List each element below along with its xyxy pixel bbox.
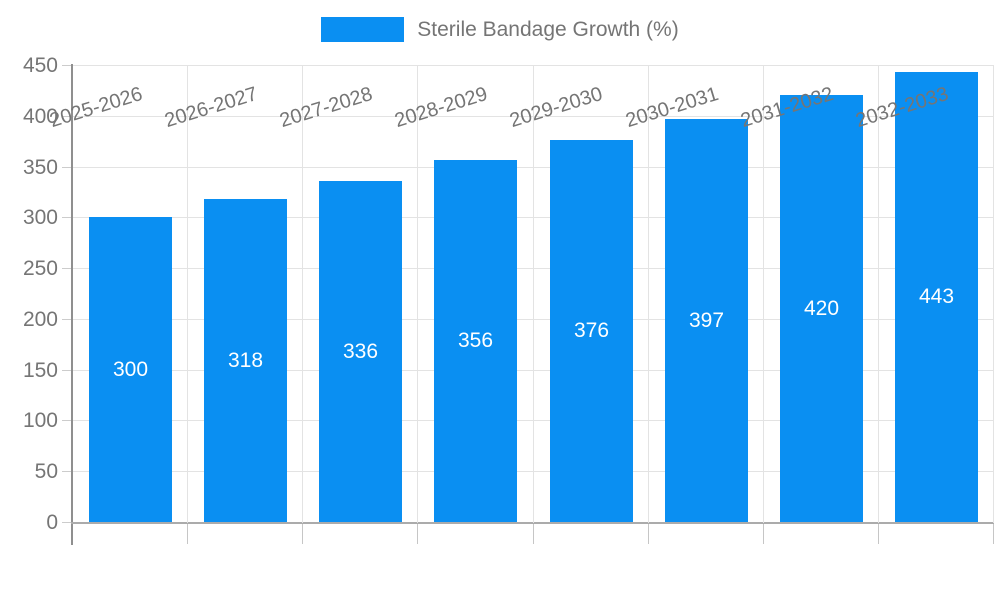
bar-value-label: 376 <box>573 319 610 342</box>
bar-value-label: 336 <box>342 340 379 363</box>
legend-label: Sterile Bandage Growth (%) <box>417 17 679 41</box>
legend[interactable]: Sterile Bandage Growth (%) <box>0 17 1000 42</box>
x-axis-label: 2028-2029 <box>392 83 491 133</box>
bar[interactable]: 397 <box>665 119 748 522</box>
bar[interactable]: 318 <box>204 199 287 522</box>
gridline-horizontal <box>73 268 994 270</box>
bar[interactable]: 376 <box>550 140 633 522</box>
y-axis-tick <box>62 471 71 473</box>
x-axis-tick <box>187 524 189 544</box>
gridline-horizontal <box>73 369 994 371</box>
gridline-horizontal <box>73 65 994 66</box>
plot-area: 0 50 100 150 200 250 300 350 400 450 300 318 336 356 3… <box>23 54 994 545</box>
y-axis-label: 200 <box>22 307 58 331</box>
y-axis-line <box>71 64 73 545</box>
bar-value-label: 318 <box>227 349 264 372</box>
bar-value-label: 420 <box>803 297 840 320</box>
x-axis-label: 2029-2030 <box>507 83 606 133</box>
bar[interactable]: 443 <box>895 72 978 522</box>
y-axis-tick <box>62 522 71 523</box>
bar-value-label: 300 <box>112 358 149 381</box>
gridline-horizontal <box>73 115 994 117</box>
legend-swatch-icon <box>321 17 405 42</box>
gridline-vertical <box>187 66 189 523</box>
y-axis-label: 450 <box>22 54 58 77</box>
x-axis-tick <box>302 524 304 544</box>
gridline-vertical <box>762 66 764 523</box>
gridline-vertical <box>532 66 534 523</box>
gridline-vertical <box>647 66 649 523</box>
y-axis-label: 150 <box>22 358 58 382</box>
bar-value-label: 443 <box>918 285 955 308</box>
y-axis-label: 400 <box>22 104 58 128</box>
y-axis-tick <box>62 65 71 66</box>
y-axis-tick <box>62 217 71 219</box>
y-axis-tick <box>62 369 71 371</box>
y-axis-tick <box>62 166 71 168</box>
x-axis-label: 2026-2027 <box>162 83 261 133</box>
gridline-vertical <box>993 66 994 523</box>
gridline-horizontal <box>73 471 994 473</box>
y-axis-label: 250 <box>22 257 58 281</box>
x-axis-tick <box>532 524 534 544</box>
x-axis-tick <box>762 524 764 544</box>
y-axis-tick <box>62 318 71 320</box>
gridline-vertical <box>302 66 304 523</box>
x-axis-label: 2025-2026 <box>47 83 145 133</box>
bar[interactable]: 300 <box>89 217 172 522</box>
x-axis-tick <box>993 524 994 544</box>
bar[interactable]: 420 <box>780 95 863 522</box>
x-axis-line <box>71 522 994 524</box>
y-axis-label: 0 <box>46 511 58 534</box>
gridline-horizontal <box>73 420 994 422</box>
gridline-horizontal <box>73 318 994 320</box>
y-axis-label: 100 <box>22 409 58 433</box>
bar[interactable]: 356 <box>434 160 517 522</box>
y-axis-label: 350 <box>22 155 58 179</box>
y-axis-tick <box>62 268 71 270</box>
bar-value-label: 397 <box>688 309 725 332</box>
bar[interactable]: 336 <box>319 181 402 522</box>
y-axis-tick <box>62 420 71 422</box>
gridline-horizontal <box>73 217 994 219</box>
x-axis-label: 2027-2028 <box>277 83 376 133</box>
bar-value-label: 356 <box>457 329 494 352</box>
gridline-horizontal <box>73 166 994 168</box>
y-axis-tick <box>62 115 71 117</box>
x-axis-tick <box>877 524 879 544</box>
x-axis-tick <box>417 524 419 544</box>
gridline-vertical <box>877 66 879 523</box>
x-axis-tick <box>647 524 649 544</box>
y-axis-label: 300 <box>22 206 58 230</box>
gridline-vertical <box>417 66 419 523</box>
y-axis-label: 50 <box>34 460 58 484</box>
